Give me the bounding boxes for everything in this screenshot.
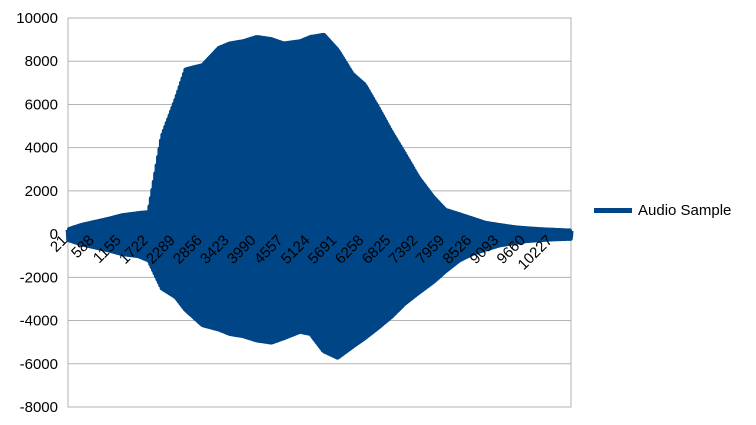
y-tick-label: 8000 (25, 53, 58, 70)
y-tick-label: -4000 (20, 313, 58, 330)
y-tick-label: 4000 (25, 140, 58, 157)
legend-swatch-audio-sample (594, 208, 632, 213)
chart-legend: Audio Sample (594, 202, 731, 219)
series-line-audio-sample (65, 32, 574, 360)
y-axis-tick-labels: -8000 -6000 -4000 -2000 0 2000 4000 6000 8000 100… (16, 10, 58, 416)
y-tick-label: 2000 (25, 183, 58, 200)
y-tick-label: -8000 (20, 399, 58, 416)
y-tick-label: 0 (50, 226, 58, 243)
y-tick-label: -6000 (20, 356, 58, 373)
y-tick-label: 6000 (25, 96, 58, 113)
y-tick-label: -2000 (20, 269, 58, 286)
series-audio-sample (65, 32, 574, 360)
plot-area-border (67, 17, 572, 408)
legend-label-audio-sample: Audio Sample (638, 202, 732, 219)
y-tick-label: 10000 (16, 10, 58, 27)
